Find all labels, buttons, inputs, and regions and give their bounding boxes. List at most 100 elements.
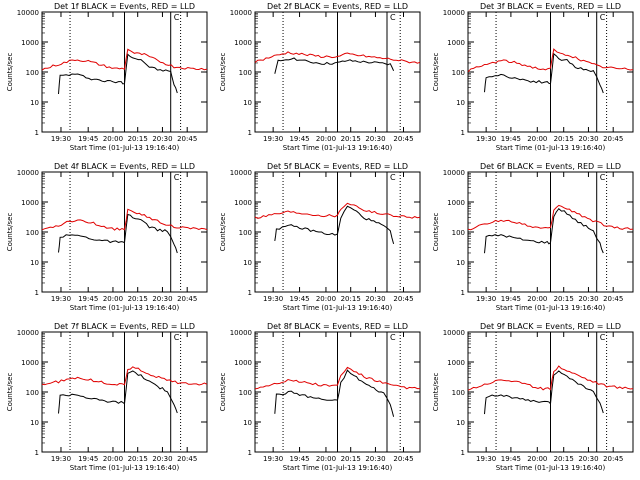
panel-6-series-lld [467,204,634,231]
panel-8-xtick-label: 19:45 [289,455,309,463]
panel-5-xtick-label: 19:45 [289,295,309,303]
panel-4-xtick-label: 20:45 [177,295,197,303]
panel-1-series-events [58,53,178,95]
panel-3-legend-glyph: C [600,13,606,22]
panel-5-xtick-label: 20:00 [316,295,336,303]
panel-6-xtick-label: 19:30 [476,295,496,303]
panel-1-ytick-label: 1 [35,129,39,137]
panel-9-xtick-label: 20:00 [527,455,547,463]
panel-9-ylabel: Counts/sec [432,373,440,412]
panel-8-xlabel: Start Time (01-Jul-13 19:16:40) [283,464,393,472]
panel-8-title: Det 8f BLACK = Events, RED = LLD [267,322,408,331]
panel-2-series-events [274,57,395,74]
panel-4-ylabel: Counts/sec [6,213,14,252]
panel-1-title: Det 1f BLACK = Events, RED = LLD [54,2,195,11]
panel-2-xtick-label: 19:45 [289,135,309,143]
panel-8-ytick-label: 10 [243,419,252,427]
panel-1-ytick-label: 10 [30,99,39,107]
panel-3-xtick-label: 19:30 [476,135,496,143]
panel-8-series-lld [254,366,420,390]
panel-7-title: Det 7f BLACK = Events, RED = LLD [54,322,195,331]
panel-8-xtick-label: 20:30 [365,455,385,463]
panel-9-xtick-label: 19:30 [476,455,496,463]
panel-5-ytick-label: 1000 [234,199,252,207]
panel-5-xtick-label: 20:15 [341,295,361,303]
panel-3-series-lld [467,48,634,73]
panel-2-ytick-label: 1000 [234,39,252,47]
panel-3-xtick-label: 20:45 [603,135,623,143]
panel-2-ytick-label: 100 [239,69,252,77]
panel-6-ytick-label: 1 [461,289,465,297]
panel-2-xlabel: Start Time (01-Jul-13 19:16:40) [283,144,393,152]
panel-6-ylabel: Counts/sec [432,213,440,252]
panel-6-ytick-label: 1000 [447,199,465,207]
panel-9-series-events [484,370,604,415]
panel-8-ytick-label: 1 [248,449,252,457]
panel-8-ytick-label: 10000 [230,329,252,337]
panel-2-xtick-label: 20:15 [341,135,361,143]
panel-4-series-lld [41,208,208,231]
panel-9-xlabel: Start Time (01-Jul-13 19:16:40) [496,464,606,472]
panel-4-ytick-label: 10 [30,259,39,267]
panel-8-xtick-label: 20:45 [393,455,413,463]
panel-7-xtick-label: 19:45 [78,455,98,463]
panel-7-ytick-label: 100 [26,389,39,397]
panel-4-legend-glyph: C [174,173,180,182]
panel-1-ytick-label: 10000 [17,9,39,17]
panel-8-ylabel: Counts/sec [219,373,227,412]
panel-9-title: Det 9f BLACK = Events, RED = LLD [480,322,621,331]
panel-6-series-events [484,207,604,254]
panel-1-xtick-label: 20:45 [177,135,197,143]
panel-8-xtick-label: 20:00 [316,455,336,463]
panel-3-xtick-label: 20:15 [554,135,574,143]
panel-4-xtick-label: 19:30 [51,295,71,303]
panel-5-legend-glyph: C [390,173,396,182]
panel-3-xtick-label: 20:30 [578,135,598,143]
panel-6-xtick-label: 20:15 [554,295,574,303]
panel-1-legend-glyph: C [174,13,180,22]
panel-7-legend-glyph: C [174,333,180,342]
panel-8-series-events [274,369,395,417]
panel-6-xtick-label: 19:45 [501,295,521,303]
panel-9-ytick-label: 10 [456,419,465,427]
panel-3-ytick-label: 10 [456,99,465,107]
panel-4-ytick-label: 10000 [17,169,39,177]
panel-7-xtick-label: 19:30 [51,455,71,463]
panel-9-legend-glyph: C [600,333,606,342]
panel-7-ytick-label: 10 [30,419,39,427]
panel-3-xtick-label: 19:45 [501,135,521,143]
panel-6-xlabel: Start Time (01-Jul-13 19:16:40) [496,304,606,312]
panel-5-ytick-label: 10000 [230,169,252,177]
panel-9-ytick-label: 1 [461,449,465,457]
panel-4-ytick-label: 1000 [21,199,39,207]
panel-3-ylabel: Counts/sec [432,53,440,92]
panel-7-xtick-label: 20:45 [177,455,197,463]
panel-1-series-lld [41,48,208,71]
panel-9-xtick-label: 20:30 [578,455,598,463]
panel-2-xtick-label: 20:30 [365,135,385,143]
panel-7-ytick-label: 1000 [21,359,39,367]
panel-3-ytick-label: 1 [461,129,465,137]
panel-2-series-lld [254,51,421,64]
panel-3-series-events [484,52,604,94]
panel-3-ytick-label: 10000 [443,9,465,17]
panel-9-series-lld [467,365,634,391]
panel-4-series-events [58,213,178,254]
panel-5-ylabel: Counts/sec [219,213,227,252]
panel-1-xtick-label: 20:00 [103,135,123,143]
panel-4-ytick-label: 100 [26,229,39,237]
panel-2-legend-glyph: C [390,13,396,22]
panel-9-xtick-label: 20:15 [554,455,574,463]
panel-4-xlabel: Start Time (01-Jul-13 19:16:40) [70,304,180,312]
panel-2-ylabel: Counts/sec [219,53,227,92]
panel-7-ytick-label: 10000 [17,329,39,337]
panel-2-ytick-label: 10 [243,99,252,107]
panel-9-xtick-label: 20:45 [603,455,623,463]
panel-7-xtick-label: 20:15 [128,455,148,463]
panel-2-xtick-label: 20:45 [393,135,413,143]
panel-8-ytick-label: 1000 [234,359,252,367]
panel-3-ytick-label: 100 [452,69,465,77]
panel-2-xtick-label: 19:30 [263,135,283,143]
panel-4-title: Det 4f BLACK = Events, RED = LLD [54,162,195,171]
panel-5-xtick-label: 20:30 [365,295,385,303]
